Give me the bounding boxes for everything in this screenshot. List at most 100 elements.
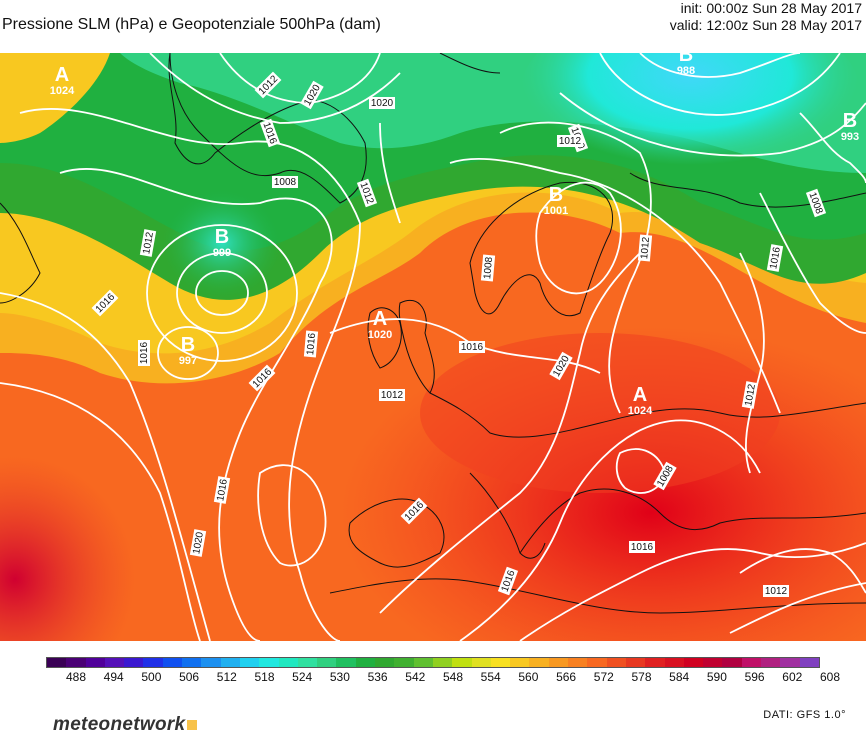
isobar-label: 1012 (557, 135, 583, 147)
map-canvas: 1012 1020 1016 1008 1012 1020 1012 1016 1008 1016… (0, 53, 866, 641)
svg-text:1020: 1020 (371, 98, 394, 109)
svg-text:993: 993 (841, 131, 859, 143)
colorbar-tick-label: 536 (367, 670, 388, 684)
svg-text:B: B (679, 53, 693, 66)
isobar-label: 1012 (763, 585, 789, 597)
svg-text:1012: 1012 (639, 236, 652, 260)
coastlines (0, 53, 866, 614)
colorbar-tick-label: 572 (593, 670, 614, 684)
colorbar-segment (799, 658, 819, 667)
colorbar-tick-label: 506 (179, 670, 200, 684)
brand-logo: meteonetwork (53, 714, 198, 736)
colorbar-segment (606, 658, 626, 667)
svg-text:B: B (215, 226, 229, 248)
isobars (0, 53, 866, 641)
colorbar-tick-label: 530 (329, 670, 350, 684)
svg-text:1016: 1016 (215, 478, 230, 502)
colorbar-segment (355, 658, 376, 667)
colorbar-tick-label: 566 (556, 670, 577, 684)
colorbar-segment (317, 658, 337, 667)
colorbar-tick-label: 584 (669, 670, 690, 684)
svg-text:1016: 1016 (631, 542, 654, 553)
colorbar-segment (66, 658, 86, 667)
colorbar-segment (780, 658, 800, 667)
colorbar-segment (741, 658, 761, 667)
colorbar-segment (182, 658, 202, 667)
colorbar-tick-label: 548 (442, 670, 464, 684)
colorbar-segment (568, 658, 588, 667)
svg-text:1024: 1024 (50, 85, 75, 97)
init-time: init: 00:00z Sun 28 May 2017 (680, 0, 862, 16)
colorbar-tick-label: 512 (216, 670, 237, 684)
colorbar (46, 657, 820, 668)
colorbar-segment (471, 658, 491, 667)
colorbar-segment (625, 658, 646, 667)
svg-text:1012: 1012 (743, 383, 758, 407)
colorbar-tick-label: 494 (103, 670, 124, 684)
colorbar-tick-label: 554 (480, 670, 501, 684)
run-info: init: 00:00z Sun 28 May 2017 valid: 12:0… (670, 0, 862, 34)
map-title: Pressione SLM (hPa) e Geopotenziale 500h… (2, 16, 381, 33)
colorbar-segment (104, 658, 125, 667)
svg-text:1012: 1012 (765, 586, 788, 597)
colorbar-segment (297, 658, 318, 667)
isobar-label: 1016 (766, 244, 784, 272)
colorbar-segment (336, 658, 356, 667)
svg-text:1024: 1024 (628, 405, 653, 417)
svg-text:1008: 1008 (482, 256, 495, 280)
isobar-labels: 1012 1020 1016 1008 1012 1020 1012 1016 1008 1016… (91, 71, 827, 597)
colorbar-tick-label: 602 (782, 670, 803, 684)
colorbar-tick-label: 590 (706, 670, 727, 684)
colorbar-segment (722, 658, 742, 667)
isobar-label: 1012 (139, 229, 157, 257)
isobar-label: 1008 (480, 254, 495, 282)
svg-text:1020: 1020 (191, 531, 206, 555)
isobar-label: 1016 (138, 340, 150, 366)
colorbar-segment (47, 658, 67, 667)
colorbar-segment (510, 658, 530, 667)
svg-text:997: 997 (179, 355, 197, 367)
colorbar-segment (143, 658, 163, 667)
svg-text:B: B (549, 184, 563, 206)
colorbar-tick-label: 596 (744, 670, 765, 684)
isobar-label: 1012 (379, 389, 405, 401)
svg-text:1001: 1001 (544, 205, 568, 217)
isobar-label: 1016 (213, 476, 231, 504)
svg-text:1016: 1016 (461, 342, 484, 353)
colorbar-segment (220, 658, 240, 667)
svg-text:A: A (633, 384, 647, 406)
svg-text:1016: 1016 (305, 332, 318, 356)
svg-text:1012: 1012 (559, 136, 582, 147)
svg-text:B: B (181, 334, 195, 356)
colorbar-tick-label: 560 (518, 670, 539, 684)
colorbar-segment (239, 658, 260, 667)
svg-text:1016: 1016 (768, 246, 783, 270)
colorbar-segment (587, 658, 607, 667)
colorbar-segment (124, 658, 144, 667)
colorbar-segment (259, 658, 279, 667)
svg-text:999: 999 (213, 247, 231, 259)
colorbar-segment (85, 658, 105, 667)
colorbar-segment (645, 658, 665, 667)
weather-map[interactable]: 1012 1020 1016 1008 1012 1020 1012 1016 1008 1016… (0, 53, 866, 641)
data-source: DATI: GFS 1.0° (763, 709, 846, 721)
colorbar-segment (703, 658, 723, 667)
colorbar-segment (490, 658, 511, 667)
colorbar-tick-label: 488 (65, 670, 87, 684)
svg-text:A: A (55, 64, 69, 86)
brand-mark-icon (187, 720, 198, 730)
svg-text:1012: 1012 (141, 231, 156, 255)
colorbar-segment (548, 658, 569, 667)
svg-text:1012: 1012 (381, 390, 404, 401)
colorbar-tick-label: 500 (141, 670, 162, 684)
colorbar-segment (375, 658, 395, 667)
svg-text:A: A (373, 308, 387, 330)
